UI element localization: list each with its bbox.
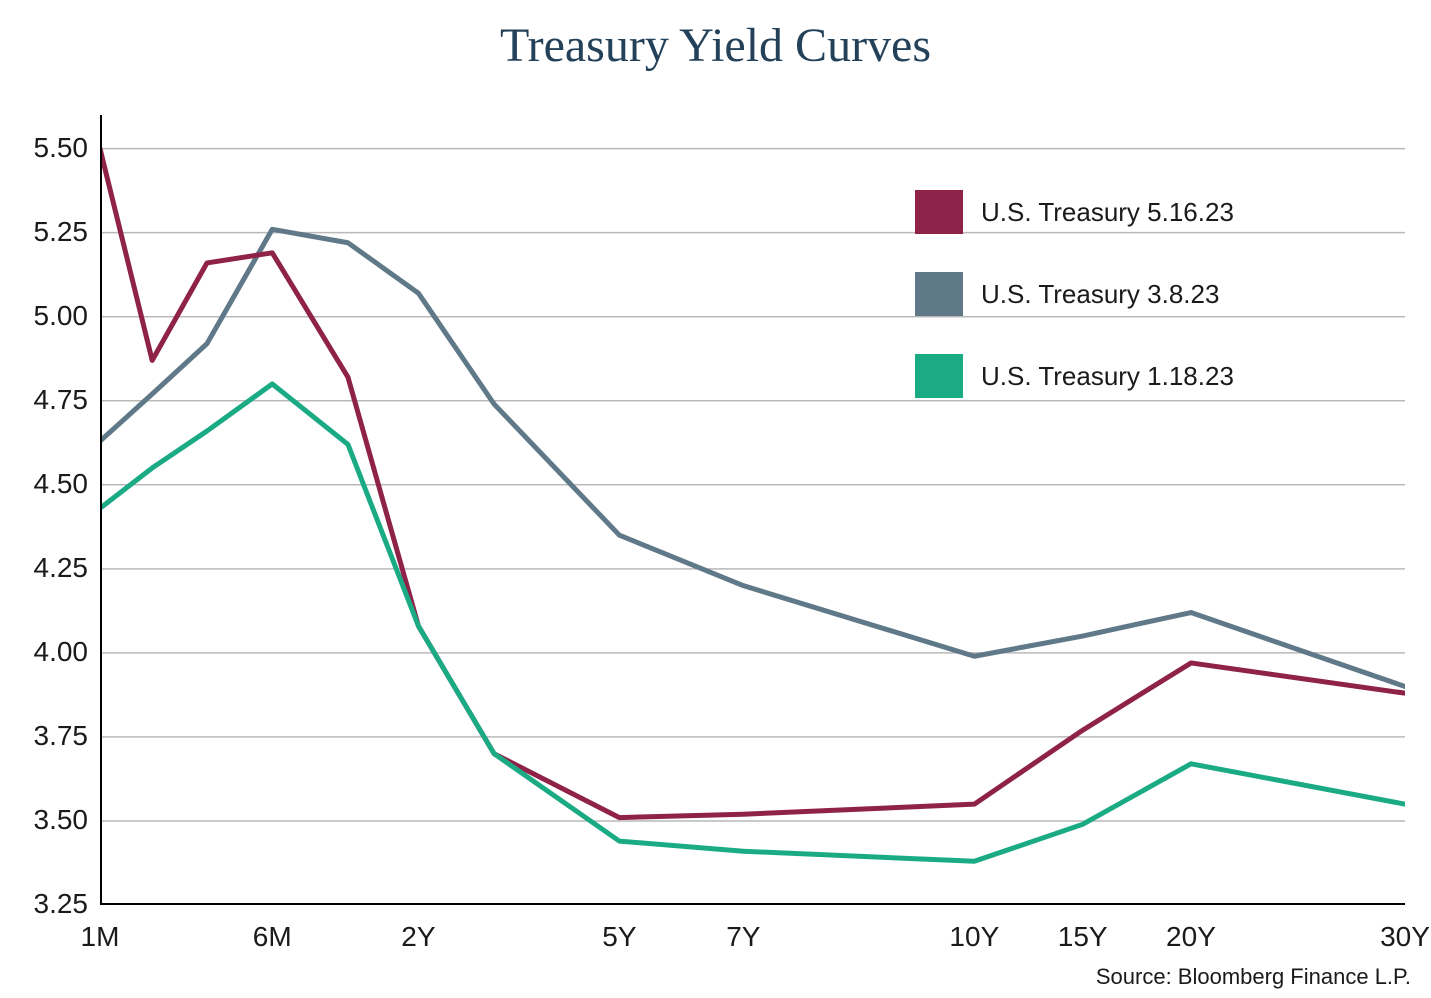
y-tick-label: 3.50: [34, 804, 89, 836]
chart-container: { "chart": { "type": "line", "title": "T…: [0, 0, 1431, 998]
chart-title: Treasury Yield Curves: [0, 18, 1431, 73]
legend-label: U.S. Treasury 3.8.23: [981, 279, 1219, 310]
x-tick-label: 15Y: [1058, 921, 1108, 953]
x-tick-label: 5Y: [602, 921, 636, 953]
y-tick-label: 3.75: [34, 720, 89, 752]
legend-swatch: [915, 354, 963, 398]
y-tick-label: 5.25: [34, 216, 89, 248]
y-tick-label: 5.00: [34, 300, 89, 332]
y-tick-label: 4.00: [34, 636, 89, 668]
source-text: Source: Bloomberg Finance L.P.: [1096, 964, 1411, 990]
legend: U.S. Treasury 5.16.23 U.S. Treasury 3.8.2…: [915, 190, 1234, 436]
x-tick-label: 10Y: [949, 921, 999, 953]
y-tick-label: 5.50: [34, 132, 89, 164]
legend-label: U.S. Treasury 1.18.23: [981, 361, 1234, 392]
x-tick-label: 6M: [253, 921, 292, 953]
x-tick-label: 7Y: [726, 921, 760, 953]
x-tick-label: 20Y: [1166, 921, 1216, 953]
legend-item-ust_5_16_23: U.S. Treasury 5.16.23: [915, 190, 1234, 234]
y-tick-label: 3.25: [34, 888, 89, 920]
legend-swatch: [915, 190, 963, 234]
legend-label: U.S. Treasury 5.16.23: [981, 197, 1234, 228]
y-tick-label: 4.25: [34, 552, 89, 584]
legend-item-ust_3_8_23: U.S. Treasury 3.8.23: [915, 272, 1234, 316]
x-tick-label: 2Y: [401, 921, 435, 953]
x-tick-label: 1M: [81, 921, 120, 953]
y-tick-label: 4.50: [34, 468, 89, 500]
y-tick-label: 4.75: [34, 384, 89, 416]
legend-item-ust_1_18_23: U.S. Treasury 1.18.23: [915, 354, 1234, 398]
legend-swatch: [915, 272, 963, 316]
x-tick-label: 30Y: [1380, 921, 1430, 953]
